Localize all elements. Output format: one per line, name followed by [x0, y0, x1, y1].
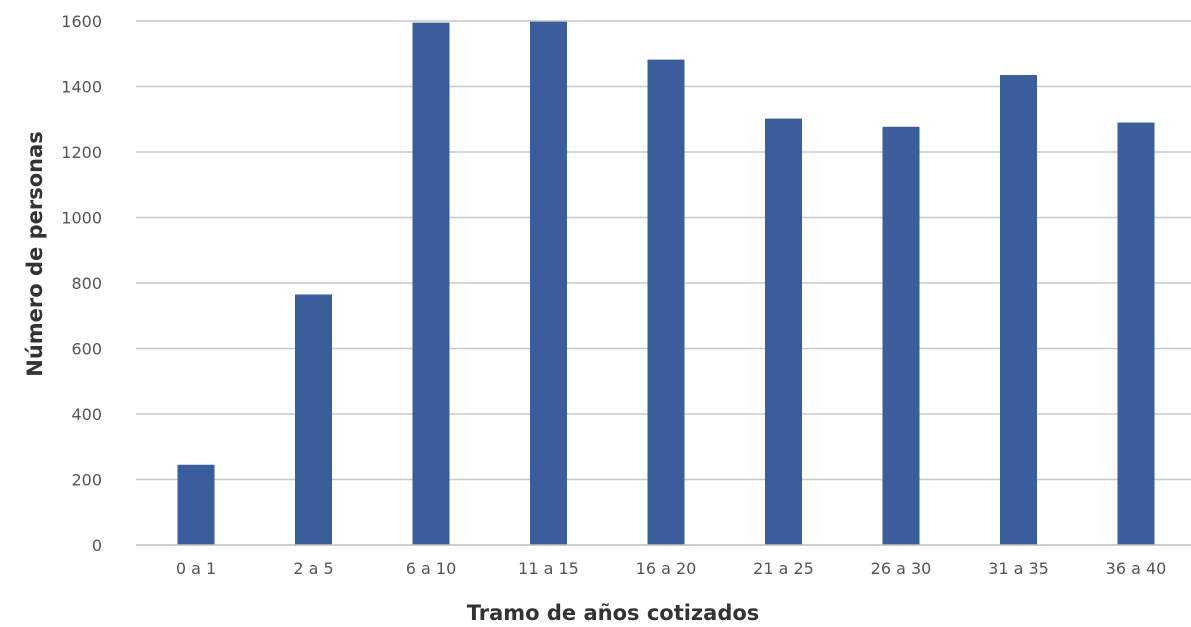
x-tick-label: 16 a 20	[636, 559, 697, 578]
x-axis-title: Tramo de años cotizados	[467, 601, 760, 625]
y-tick-label: 0	[92, 536, 102, 555]
y-tick-label: 1400	[61, 78, 102, 97]
x-tick-label: 6 a 10	[406, 559, 457, 578]
y-tick-label: 200	[71, 471, 102, 490]
bar	[647, 59, 685, 546]
x-tick-label: 36 a 40	[1106, 559, 1167, 578]
y-tick-label: 800	[71, 274, 102, 293]
bar	[1000, 75, 1037, 545]
bars	[177, 21, 1155, 546]
x-tick-labels: 0 a 1 2 a 5 6 a 10 11 a 15 16 a 20 21 a 25 26 …	[176, 559, 1167, 578]
y-tick-labels: 0 200 400 600 800 1000 1200 1400 1600	[61, 12, 102, 555]
x-tick-label: 11 a 15	[518, 559, 579, 578]
x-tick-label: 21 a 25	[753, 559, 814, 578]
y-tick-label: 400	[71, 405, 102, 424]
bar	[295, 294, 332, 545]
x-tick-label: 31 a 35	[988, 559, 1049, 578]
bar	[412, 22, 450, 545]
y-axis-title: Número de personas	[23, 131, 47, 377]
y-tick-label: 1000	[61, 209, 102, 228]
x-tick-label: 0 a 1	[176, 559, 216, 578]
x-tick-label: 2 a 5	[293, 559, 333, 578]
bar	[882, 126, 920, 545]
y-tick-label: 600	[71, 340, 102, 359]
y-tick-label: 1200	[61, 143, 102, 162]
bar	[177, 464, 215, 545]
bar	[765, 118, 802, 545]
bar	[1117, 122, 1155, 546]
bar	[530, 21, 567, 545]
y-tick-label: 1600	[61, 12, 102, 31]
x-tick-label: 26 a 30	[871, 559, 932, 578]
